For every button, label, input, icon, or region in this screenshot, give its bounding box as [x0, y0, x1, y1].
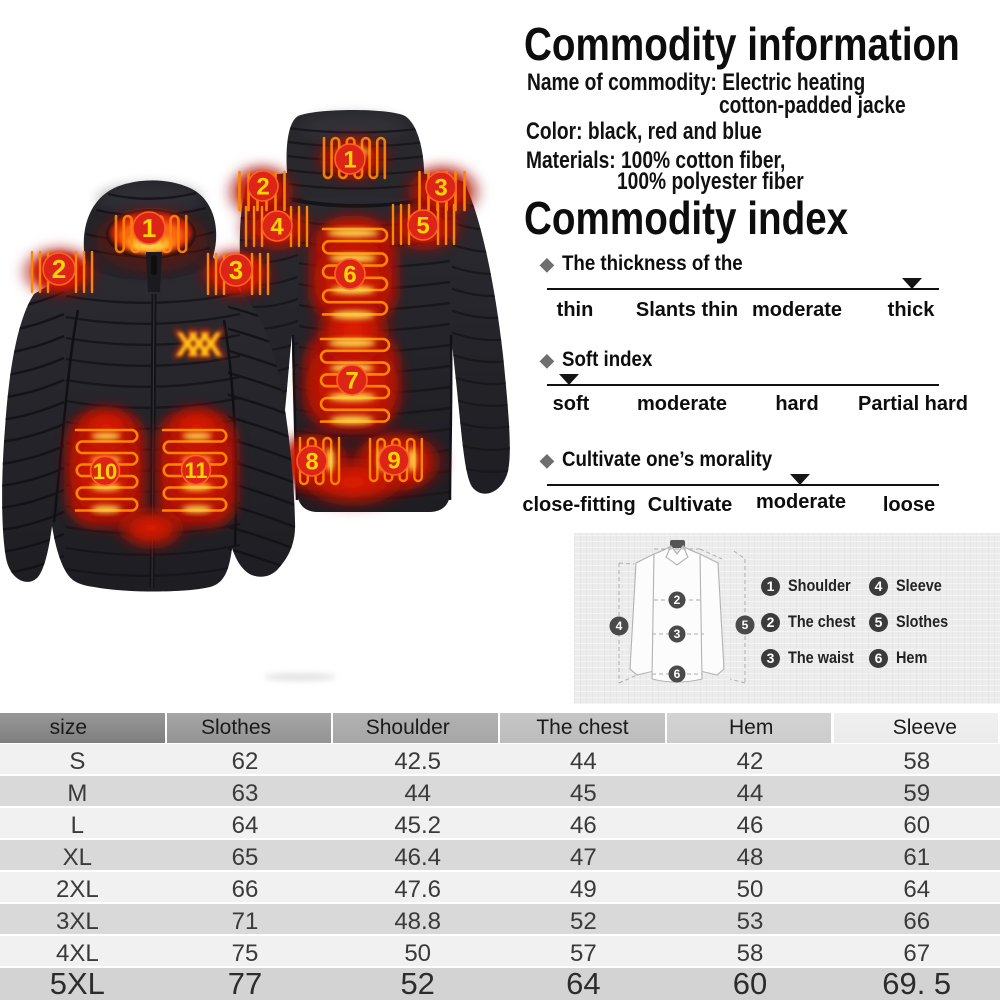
svg-text:5: 5: [742, 618, 749, 632]
svg-text:4: 4: [616, 619, 623, 633]
svg-text:11: 11: [184, 458, 207, 483]
svg-text:3: 3: [674, 627, 681, 641]
svg-text:2: 2: [674, 593, 681, 607]
svg-text:1: 1: [142, 213, 156, 243]
svg-text:2: 2: [52, 254, 66, 284]
svg-text:3: 3: [229, 255, 243, 285]
svg-text:2: 2: [256, 174, 269, 201]
svg-text:9: 9: [387, 448, 400, 475]
svg-text:5: 5: [416, 213, 429, 240]
svg-text:4: 4: [270, 214, 284, 241]
svg-text:XXX: XXX: [172, 320, 226, 367]
svg-text:8: 8: [305, 449, 318, 476]
svg-text:XXX: XXX: [176, 326, 222, 364]
svg-text:1: 1: [343, 147, 356, 174]
svg-text:6: 6: [343, 262, 356, 289]
svg-text:3: 3: [434, 175, 447, 202]
svg-text:6: 6: [674, 667, 681, 681]
svg-text:7: 7: [345, 368, 358, 395]
svg-text:10: 10: [93, 459, 117, 484]
